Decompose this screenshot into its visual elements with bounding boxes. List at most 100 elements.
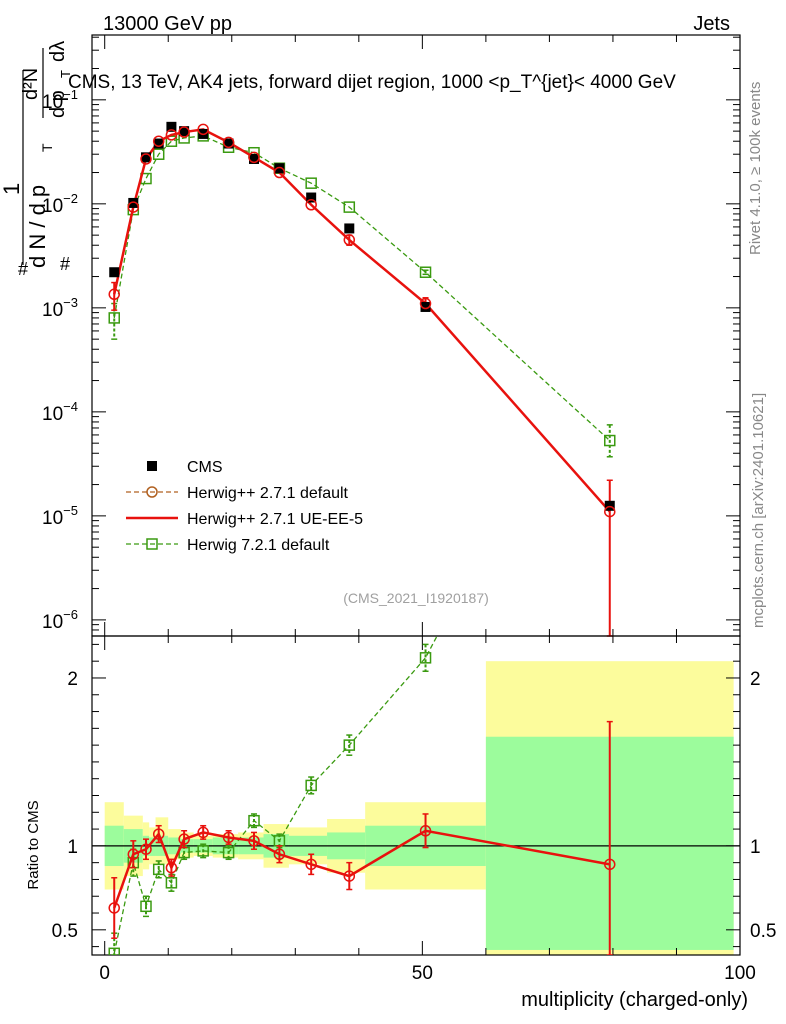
main-y-axis-label: # # 1 d N / d p T d²N d p T dλ	[0, 41, 73, 279]
herwigpp-default-line	[113, 128, 611, 513]
ratio-bands	[104, 661, 734, 955]
legend-item-0: CMS	[147, 459, 223, 476]
cms-point	[166, 121, 177, 132]
herwig721-ratio-point	[197, 845, 209, 857]
herwig721-point	[343, 201, 356, 213]
y-tick-label: 10−5	[42, 503, 78, 529]
analysis-watermark: (CMS_2021_I1920187)	[343, 590, 489, 606]
herwigpp-point	[343, 234, 356, 246]
header-left: 13000 GeV pp	[103, 13, 232, 35]
herwig721-ratio-line	[113, 636, 438, 954]
legend-marker-herwig721	[146, 538, 158, 550]
x-axis-label: multiplicity (charged-only)	[521, 989, 748, 1011]
y-tick-label: 10−3	[42, 295, 78, 321]
herwig721-ratio-point	[108, 947, 120, 955]
ratio-y-axis-label: Ratio to CMS	[25, 800, 42, 889]
herwigpp-ratio-point	[305, 858, 317, 871]
ylabel-d2n: d²N	[20, 68, 42, 100]
herwigpp-ratio-point	[140, 843, 152, 855]
ratio-axes: 0 50 100 0.5 0.5 1 1 2 2	[52, 635, 776, 984]
series-herwigpp-ratio	[108, 720, 616, 955]
series-herwig721-main	[108, 130, 616, 458]
band-inner-3	[149, 837, 156, 856]
cms-point	[344, 223, 355, 234]
series-herwigpp-default-main	[113, 128, 611, 513]
legend-item-3: Herwig 7.2.1 default	[126, 537, 330, 554]
mcplots-label: mcplots.cern.ch [arXiv:2401.10621]	[750, 393, 767, 628]
herwigpp-ratio-point	[604, 858, 616, 871]
herwigpp-point	[108, 288, 120, 301]
herwigpp-point	[197, 123, 209, 136]
herwigpp-point	[140, 153, 152, 165]
y-tick-label: 10−1	[42, 87, 78, 113]
herwigpp-point	[419, 297, 432, 310]
herwigpp-point	[165, 129, 178, 141]
legend-item-2: Herwig++ 2.7.1 UE-EE-5	[126, 511, 363, 528]
herwigpp-point	[222, 136, 235, 149]
ratio-y-tick-label-left: 0.5	[52, 921, 78, 942]
herwig721-point	[419, 266, 432, 278]
legend-label-1: Herwig++ 2.7.1 default	[187, 485, 349, 502]
herwigpp-ratio-point	[419, 825, 432, 837]
herwigpp-point	[604, 505, 616, 518]
herwig721-point	[305, 177, 317, 189]
herwig721-ratio-point	[165, 877, 178, 889]
series-herwigpp-ueee5-main	[111, 128, 613, 637]
series-herwigpp-markers	[108, 123, 616, 518]
ylabel-denominator-sub: T	[39, 143, 55, 152]
legend-label-2: Herwig++ 2.7.1 UE-EE-5	[187, 511, 363, 528]
series-herwig721-ratio	[108, 636, 438, 955]
header-right: Jets	[693, 13, 730, 35]
herwig721-ratio-point	[248, 814, 260, 827]
chart-title: CMS, 13 TeV, AK4 jets, forward dijet reg…	[68, 72, 676, 93]
ratio-y-tick-label-right: 0.5	[750, 921, 776, 942]
herwig721-point	[604, 434, 616, 447]
herwigpp-ratio-point	[197, 826, 209, 839]
ratio-y-tick-label-left: 1	[67, 837, 78, 858]
series-cms-main	[109, 121, 615, 511]
main-series	[108, 121, 616, 637]
x-tick-label: 50	[412, 963, 433, 984]
y-tick-label: 10−4	[42, 399, 78, 425]
herwigpp-point	[305, 199, 317, 211]
y-tick-label: 10−6	[42, 607, 78, 633]
herwigpp-point	[273, 166, 286, 179]
herwigpp-ratio-line	[113, 829, 610, 909]
herwigpp-ratio-point	[178, 833, 190, 845]
herwigpp-point	[248, 151, 260, 164]
legend-marker-cms	[147, 461, 157, 471]
herwigpp-point	[152, 135, 165, 147]
legend: CMS Herwig++ 2.7.1 default Herwig++ 2.7.1 …	[126, 459, 363, 554]
cms-point	[179, 126, 190, 137]
ratio-series	[108, 636, 616, 955]
ratio-y-tick-label-right: 2	[750, 669, 761, 690]
ylabel-dp-sub: T	[58, 70, 73, 78]
legend-marker-herwigpp-default	[146, 486, 158, 498]
herwig721-ratio-point	[152, 863, 165, 876]
ylabel-numerator: 1	[0, 183, 24, 195]
herwigpp-ratio-point	[152, 828, 165, 840]
herwig721-point	[152, 148, 165, 160]
cms-point	[141, 152, 151, 163]
x-tick-label: 0	[99, 963, 110, 984]
x-tick-label: 100	[724, 963, 756, 984]
herwig721-point	[108, 312, 120, 324]
herwigpp-ratio-point	[165, 861, 178, 874]
cms-point	[420, 301, 431, 312]
cms-point	[109, 267, 120, 278]
cms-point	[223, 138, 234, 149]
herwigpp-ratio-point	[248, 835, 260, 847]
ratio-y-tick-label-right: 1	[750, 837, 761, 858]
ratio-y-tick-label-left: 2	[67, 669, 78, 690]
herwigpp-point	[178, 126, 190, 138]
legend-item-1: Herwig++ 2.7.1 default	[126, 485, 349, 502]
ylabel-dp: d p	[47, 90, 69, 118]
cms-point	[128, 197, 139, 208]
herwig721-ratio-point	[140, 900, 152, 913]
herwig721-ratio-point	[222, 846, 235, 859]
herwig721-ratio-point	[305, 779, 317, 792]
ylabel-hash-2: #	[60, 254, 70, 274]
ylabel-hash-1: #	[18, 259, 28, 279]
herwig721-ratio-point	[343, 739, 356, 751]
